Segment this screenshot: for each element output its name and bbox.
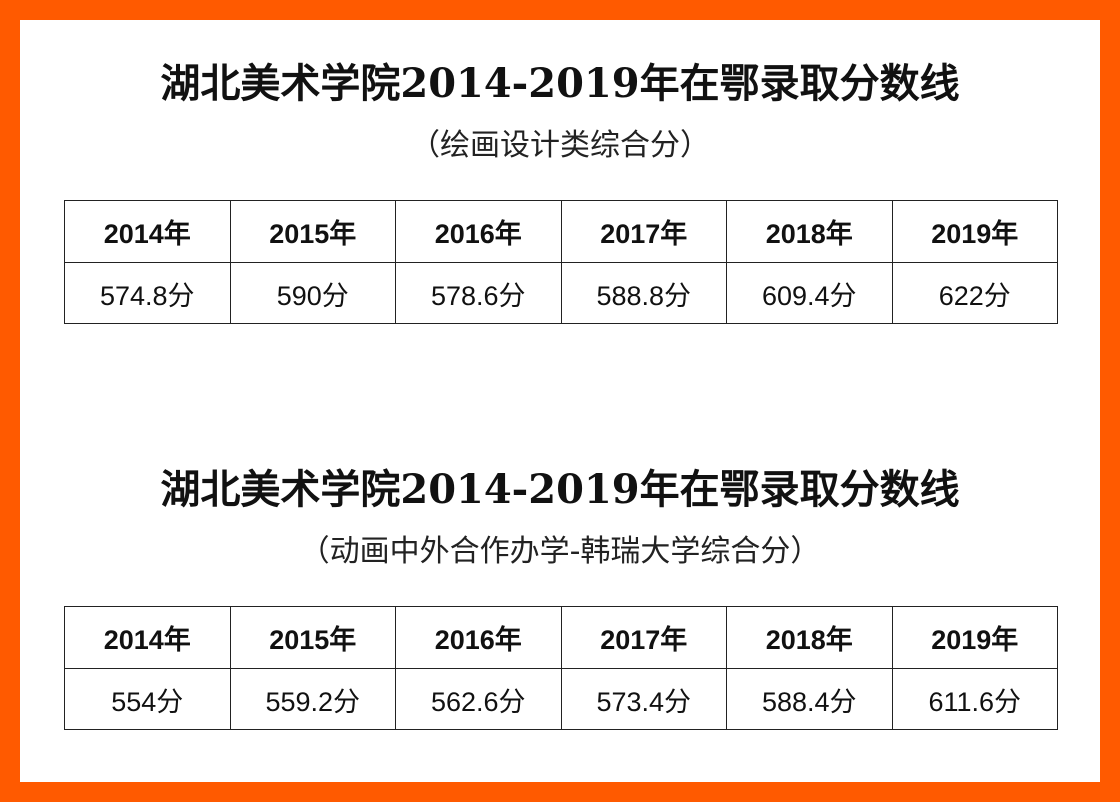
score-cell: 609.4分 <box>726 262 893 324</box>
score-table: 2014年 2015年 2016年 2017年 2018年 2019年 554分… <box>64 606 1058 730</box>
section-subtitle: （动画中外合作办学-韩瑞大学综合分） <box>299 534 821 569</box>
score-table: 2014年 2015年 2016年 2017年 2018年 2019年 574.… <box>64 200 1058 324</box>
year-header-cell: 2016年 <box>395 200 562 263</box>
year-header-cell: 2016年 <box>395 606 562 669</box>
document-frame: 湖北美术学院2014-2019年在鄂录取分数线 （绘画设计类综合分） 2014年… <box>20 20 1100 782</box>
score-cell: 554分 <box>64 668 231 730</box>
year-header-cell: 2017年 <box>560 200 727 263</box>
section-title: 湖北美术学院2014-2019年在鄂录取分数线 <box>160 60 960 107</box>
year-header-row: 2014年 2015年 2016年 2017年 2018年 2019年 <box>64 606 1058 669</box>
score-cell: 578.6分 <box>395 262 562 324</box>
section-subtitle: （绘画设计类综合分） <box>410 128 710 163</box>
score-cell: 588.4分 <box>726 668 893 730</box>
score-cell: 574.8分 <box>64 262 231 324</box>
score-cell: 611.6分 <box>891 668 1058 730</box>
year-header-cell: 2014年 <box>64 200 231 263</box>
score-row: 554分 559.2分 562.6分 573.4分 588.4分 611.6分 <box>64 668 1058 730</box>
score-cell: 588.8分 <box>560 262 727 324</box>
year-header-cell: 2015年 <box>229 200 396 263</box>
year-header-cell: 2015年 <box>229 606 396 669</box>
year-header-cell: 2019年 <box>891 606 1058 669</box>
score-cell: 559.2分 <box>229 668 396 730</box>
year-header-cell: 2018年 <box>726 606 893 669</box>
score-cell: 622分 <box>891 262 1058 324</box>
score-row: 574.8分 590分 578.6分 588.8分 609.4分 622分 <box>64 262 1058 324</box>
year-header-cell: 2017年 <box>560 606 727 669</box>
score-cell: 590分 <box>229 262 396 324</box>
year-header-cell: 2018年 <box>726 200 893 263</box>
score-cell: 573.4分 <box>560 668 727 730</box>
score-cell: 562.6分 <box>395 668 562 730</box>
year-header-cell: 2014年 <box>64 606 231 669</box>
section-title: 湖北美术学院2014-2019年在鄂录取分数线 <box>160 466 960 513</box>
year-header-row: 2014年 2015年 2016年 2017年 2018年 2019年 <box>64 200 1058 263</box>
year-header-cell: 2019年 <box>891 200 1058 263</box>
